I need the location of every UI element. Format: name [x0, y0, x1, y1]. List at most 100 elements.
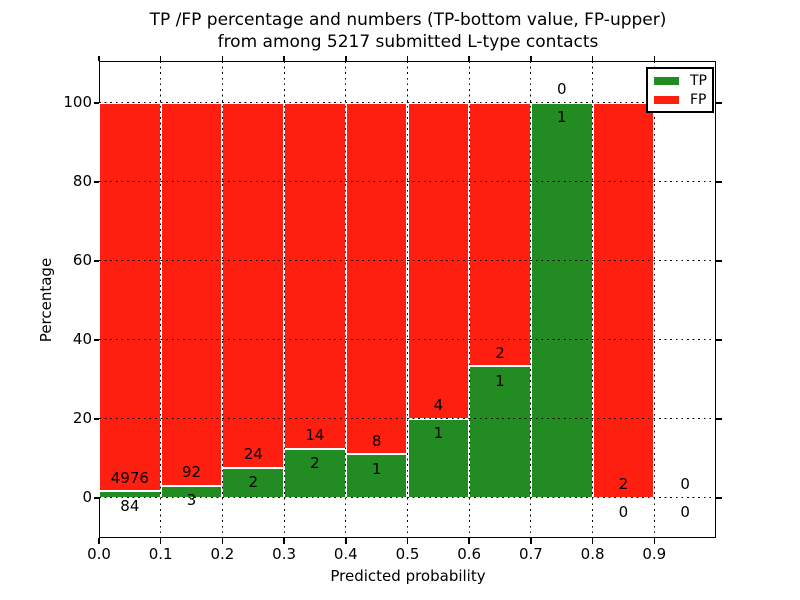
legend: TP FP [646, 67, 714, 113]
y-axis-tick-left [93, 339, 99, 341]
y-axis-tick-left [93, 260, 99, 262]
grid-line-vertical [592, 61, 594, 538]
x-axis-tick-top [98, 55, 100, 61]
y-axis-tick-right [716, 102, 722, 104]
x-axis-tick-top [468, 55, 470, 61]
bar-segment-fp [222, 102, 285, 468]
x-tick-label: 0.8 [580, 545, 605, 563]
x-axis-tick-top [591, 55, 594, 61]
grid-line-horizontal [99, 102, 716, 104]
grid-line-horizontal [99, 339, 716, 341]
tp-count-label: 3 [186, 491, 197, 509]
x-axis-tick-top [221, 55, 224, 61]
x-axis-tick-top [283, 55, 285, 61]
tp-count-label: 1 [371, 459, 382, 478]
bar-segment-tp [345, 454, 408, 498]
y-tick-label: 60 [72, 251, 92, 270]
x-axis-tick-bottom [653, 538, 656, 544]
x-axis-tick-bottom [345, 538, 347, 544]
x-axis-tick-top [345, 55, 347, 61]
tp-count-label: 1 [433, 424, 444, 443]
grid-line-horizontal [99, 497, 716, 499]
y-axis-tick-left [93, 181, 99, 183]
x-tick-label: 0.2 [210, 545, 235, 563]
x-axis-tick-bottom [468, 538, 470, 544]
bar-segment-tp [469, 366, 531, 498]
fp-count-label: 2 [495, 343, 505, 362]
grid-line-horizontal [99, 418, 716, 420]
grid-line-vertical [221, 61, 223, 538]
y-axis-tick-left [93, 102, 99, 104]
y-axis-tick-left [93, 497, 99, 499]
grid-line-vertical [530, 61, 532, 538]
fp-count-label: 8 [371, 431, 382, 450]
bar-segment-tp [530, 102, 593, 498]
x-axis-label: Predicted probability [330, 567, 486, 585]
x-axis-tick-bottom [530, 538, 532, 544]
fp-count-label: 2 [618, 475, 629, 494]
x-tick-label: 0.9 [642, 545, 667, 563]
y-tick-label: 20 [72, 409, 92, 428]
grid-line-vertical [283, 61, 285, 538]
tp-count-label: 2 [310, 454, 320, 473]
tp-count-label: 1 [556, 108, 567, 127]
fp-count-label: 4976 [110, 468, 149, 487]
x-axis-tick-bottom [98, 538, 100, 544]
y-axis-tick-right [716, 260, 722, 262]
x-axis-tick-bottom [283, 538, 285, 544]
fp-count-label: 4 [433, 396, 444, 415]
tp-color-swatch [654, 76, 679, 85]
fp-count-label: 24 [243, 445, 263, 464]
grid-line-vertical [468, 61, 470, 538]
x-axis-tick-bottom [159, 538, 162, 544]
legend-label-fp: FP [690, 91, 707, 108]
bar-segment-tp [284, 448, 346, 498]
x-axis-tick-bottom [406, 538, 409, 544]
y-axis-tick-right [716, 181, 722, 183]
grid-line-horizontal [99, 181, 716, 183]
y-axis-label: Percentage [37, 257, 55, 343]
y-axis-tick-right [716, 497, 722, 499]
legend-item-tp: TP [654, 74, 712, 88]
grid-line-horizontal [99, 260, 716, 262]
x-tick-label: 0.6 [457, 545, 482, 563]
grid-line-vertical [407, 61, 408, 538]
tp-count-label: 2 [248, 473, 259, 492]
grid-line-vertical [345, 61, 347, 538]
x-tick-label: 0.5 [395, 545, 420, 563]
x-axis-tick-bottom [221, 538, 224, 544]
x-axis-tick-bottom [591, 538, 594, 544]
fp-count-label: 0 [680, 475, 690, 494]
fp-count-label: 14 [305, 426, 325, 445]
bar-segment-fp [160, 102, 223, 486]
chart-title-line1: TP /FP percentage and numbers (TP-bottom… [149, 10, 667, 30]
tp-count-label: 84 [120, 496, 140, 515]
y-tick-label: 0 [82, 488, 92, 507]
x-tick-label: 0.4 [333, 545, 358, 563]
y-tick-label: 100 [63, 93, 92, 112]
tp-count-label: 0 [680, 503, 690, 522]
fp-count-label: 92 [182, 463, 202, 481]
y-tick-label: 40 [72, 330, 92, 349]
x-axis-tick-top [653, 55, 656, 61]
y-axis-tick-right [716, 339, 722, 341]
bar-segment-fp [345, 102, 408, 455]
fp-color-swatch [654, 95, 679, 104]
chart-title: TP /FP percentage and numbers (TP-bottom… [108, 9, 708, 53]
bar-segment-fp [469, 102, 531, 367]
tp-count-label: 1 [495, 371, 505, 390]
x-tick-label: 0.3 [272, 545, 297, 563]
y-tick-label: 80 [72, 172, 92, 191]
y-axis-tick-left [93, 418, 99, 420]
x-axis-tick-top [530, 55, 532, 61]
fp-count-label: 0 [556, 80, 567, 99]
legend-item-fp: FP [654, 93, 712, 107]
bar-segment-fp [284, 102, 346, 449]
bar-segment-fp [99, 102, 161, 492]
x-axis-tick-top [159, 55, 162, 61]
tp-count-label: 0 [618, 503, 629, 522]
x-tick-label: 0.1 [148, 545, 173, 563]
chart-title-line2: from among 5217 submitted L-type contact… [217, 32, 599, 52]
y-axis-tick-right [716, 418, 722, 420]
